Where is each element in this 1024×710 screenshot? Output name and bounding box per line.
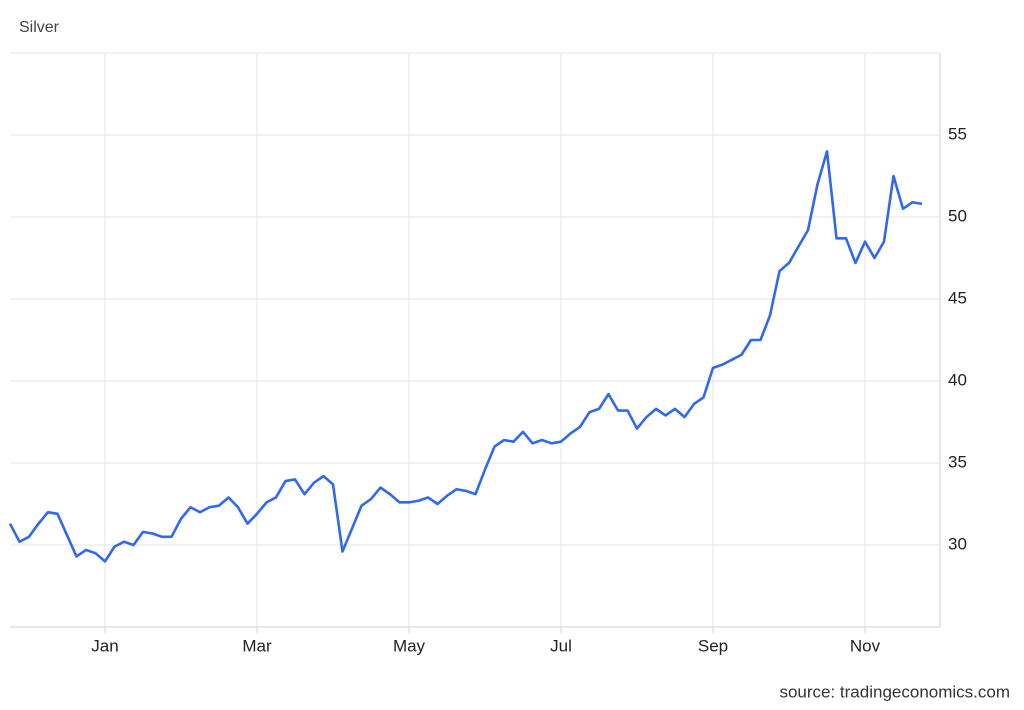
y-tick-label: 30 [948,534,967,553]
y-tick-label: 40 [948,370,967,389]
x-tick-label: Jan [91,636,118,655]
chart-title: Silver [19,19,60,36]
y-tick-label: 45 [948,288,967,307]
source-note: source: tradingeconomics.com [779,682,1010,701]
x-tick-label: Jul [550,636,572,655]
x-tick-label: May [393,636,426,655]
y-tick-label: 50 [948,206,967,225]
y-tick-label: 55 [948,124,967,143]
x-tick-label: Mar [242,636,272,655]
x-tick-label: Sep [698,636,728,655]
y-tick-label: 35 [948,452,967,471]
price-line [8,150,923,563]
x-tick-label: Nov [850,636,881,655]
